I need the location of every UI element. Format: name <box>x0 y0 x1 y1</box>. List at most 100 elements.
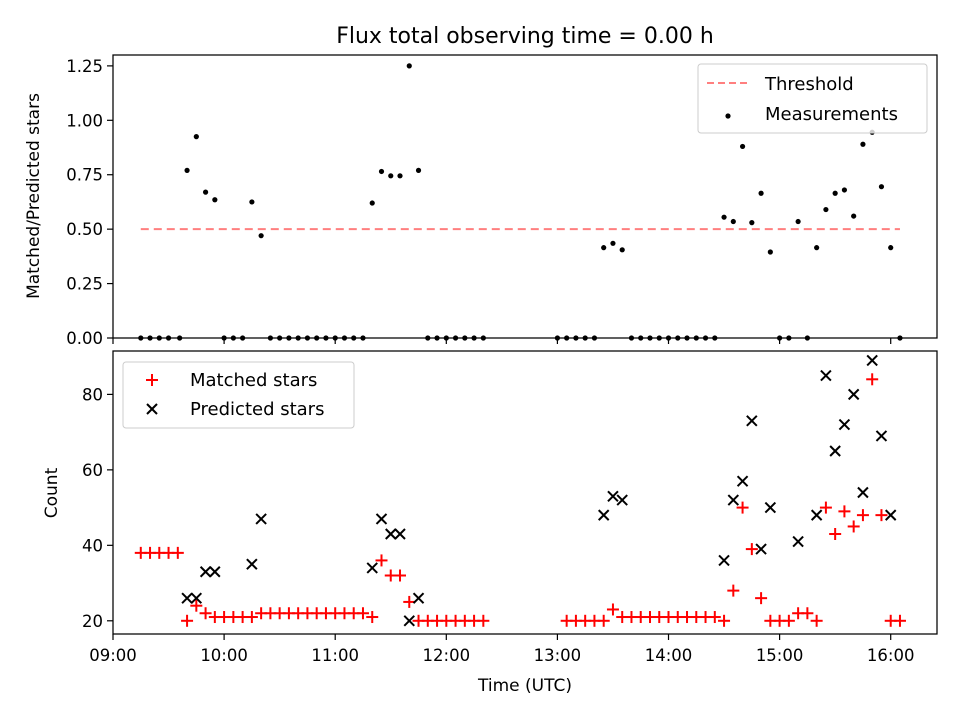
measurement-point <box>758 190 764 196</box>
matched-star-point <box>727 584 740 597</box>
legend-threshold-label: Threshold <box>764 74 854 95</box>
top-y-tick-label: 0.75 <box>66 166 103 185</box>
predicted-star-point <box>746 415 758 427</box>
measurement-point <box>841 187 848 193</box>
bottom-axes-frame <box>112 350 938 635</box>
predicted-star-point <box>190 592 203 604</box>
matched-star-point <box>245 611 258 624</box>
predicted-star-point <box>394 528 406 540</box>
measurement-point <box>193 134 199 140</box>
top-y-ticks: 0.00 0.25 0.50 0.75 1.00 1.25 <box>66 57 113 348</box>
measurement-point <box>249 199 255 205</box>
matched-star-point <box>708 611 721 624</box>
predicted-star-point <box>597 509 610 521</box>
matched-star-point <box>875 509 888 522</box>
x-tick-label: 09:00 <box>89 646 137 665</box>
matched-star-point <box>755 592 768 605</box>
top-panel: 0.00 0.25 0.50 0.75 1.00 1.25 Matched/Predict… <box>24 54 938 348</box>
top-axes-frame <box>112 54 938 339</box>
measurement-point <box>730 218 736 225</box>
measurement-point <box>610 240 616 246</box>
bottom-y-tick-label: 80 <box>82 385 103 404</box>
matched-star-point <box>375 554 388 567</box>
measurement-point <box>878 184 885 190</box>
measurement-point <box>823 206 829 213</box>
predicted-star-point <box>847 388 860 401</box>
bottom-y-tick-label: 20 <box>82 612 103 631</box>
matched-star-point <box>782 614 795 627</box>
matched-star-point <box>477 614 490 627</box>
matched-star-point <box>819 501 832 514</box>
matched-star-point <box>745 543 758 556</box>
predicted-star-point <box>403 615 415 627</box>
x-tick-label: 14:00 <box>645 646 693 665</box>
predicted-star-point <box>255 513 267 525</box>
x-tick-label: 12:00 <box>423 646 471 665</box>
bottom-y-tick-label: 40 <box>82 536 103 555</box>
bottom-y-axis-label: Count <box>42 467 62 518</box>
bottom-panel: 20 40 60 80 09:00 10:00 11:00 12:00 13:00 14:00 1… <box>42 350 938 696</box>
measurement-point <box>721 214 727 220</box>
predicted-star-point <box>616 494 628 506</box>
measurement-point <box>739 143 746 150</box>
predicted-star-point <box>246 558 258 570</box>
legend-measurements-label: Measurements <box>765 104 898 125</box>
matched-star-point <box>403 595 416 608</box>
predicted-star-point <box>792 535 804 548</box>
x-tick-label: 13:00 <box>534 646 582 665</box>
matched-star-point <box>718 614 731 627</box>
predicted-star-point <box>810 509 823 521</box>
matched-star-point <box>801 607 814 620</box>
predicted-star-point <box>736 475 749 487</box>
predicted-star-point <box>209 566 221 578</box>
measurement-point <box>202 189 209 195</box>
measurement-point <box>258 233 264 239</box>
predicted-star-point <box>764 501 777 514</box>
predicted-star-point <box>727 494 740 506</box>
matched-star-point <box>366 611 379 624</box>
predicted-star-point <box>181 592 193 604</box>
measurement-point <box>767 249 773 255</box>
top-legend: Threshold Measurements <box>697 63 928 134</box>
top-y-tick-label: 1.00 <box>66 111 103 130</box>
matched-star-point <box>199 607 212 620</box>
legend-predicted-swatch <box>146 403 158 415</box>
measurement-point <box>184 167 190 173</box>
top-y-tick-label: 0.00 <box>66 329 103 348</box>
measurement-point <box>795 218 801 225</box>
matched-star-point <box>847 520 860 533</box>
matched-star-point <box>838 505 851 518</box>
measurement-point <box>814 245 820 251</box>
measurement-point <box>601 245 607 251</box>
measurement-point <box>749 220 755 226</box>
top-y-tick-label: 0.50 <box>66 220 103 239</box>
predicted-star-point <box>718 554 730 567</box>
matched-star-point <box>736 501 749 514</box>
matched-star-point <box>866 373 879 386</box>
measurement-point <box>212 197 218 203</box>
figure-title: Flux total observing time = 0.00 h <box>336 24 714 49</box>
bottom-x-ticks: 09:00 10:00 11:00 12:00 13:00 14:00 15:00 16:00 <box>89 634 914 665</box>
bottom-legend: Matched stars Predicted stars <box>122 361 355 429</box>
predicted-star-point <box>385 528 397 540</box>
measurement-point <box>397 173 403 179</box>
legend-matched-label: Matched stars <box>190 370 317 391</box>
predicted-star-point <box>199 566 212 578</box>
measurement-point <box>888 245 894 251</box>
matched-star-point <box>181 614 194 627</box>
x-tick-label: 15:00 <box>756 646 804 665</box>
predicted-star-point <box>875 430 888 442</box>
x-tick-label: 11:00 <box>311 646 359 665</box>
predicted-star-point <box>755 543 767 555</box>
legend-predicted-label: Predicted stars <box>190 399 324 420</box>
predicted-star-point <box>412 592 425 604</box>
measurement-point <box>388 173 394 179</box>
x-tick-label: 16:00 <box>867 646 915 665</box>
matched-star-point <box>829 528 842 541</box>
top-legend-box <box>697 63 928 134</box>
matched-star-point <box>810 614 823 627</box>
legend-measurements-swatch <box>725 113 731 119</box>
predicted-star-point <box>366 562 378 574</box>
matched-star-point <box>356 607 369 620</box>
